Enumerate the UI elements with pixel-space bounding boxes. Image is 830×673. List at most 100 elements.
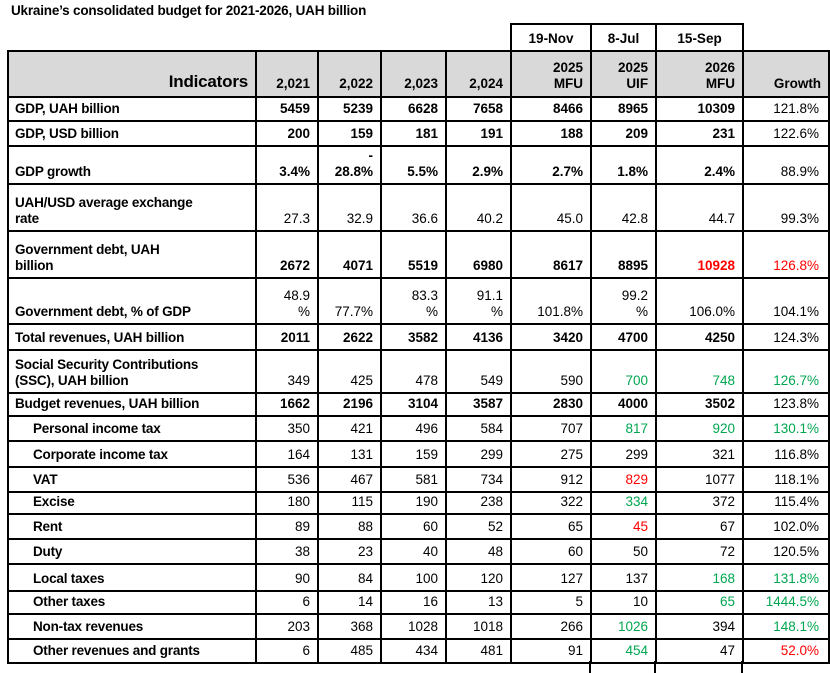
value-cell: 99.2 % <box>590 277 658 325</box>
value-cell: 581 <box>380 466 447 493</box>
column-header-2026-mfu: 2026 MFU <box>655 50 745 98</box>
value-cell: 350 <box>255 415 319 442</box>
value-cell: 1026 <box>590 613 658 640</box>
value-cell: 168 <box>655 563 745 592</box>
value-cell: 159 <box>317 120 382 147</box>
value-cell: 47 <box>655 638 745 664</box>
value-cell: 299 <box>444 440 513 468</box>
table-row: Budget revenues, UAH billion 1662 2196 3104… <box>7 392 830 417</box>
value-cell: 40 <box>380 538 447 565</box>
value-cell: 584 <box>444 415 513 442</box>
growth-cell: 52.0% <box>742 638 830 664</box>
value-cell: 321 <box>655 440 745 468</box>
column-header-2021: 2,021 <box>255 50 319 98</box>
value-cell: 101.8% <box>510 277 593 325</box>
value-cell: 36.6 <box>380 183 447 232</box>
value-cell: 7658 <box>444 96 513 122</box>
value-cell: 275 <box>510 440 593 468</box>
value-cell: 1662 <box>255 392 319 417</box>
row-label: Other taxes <box>7 590 257 615</box>
row-label: Duty <box>7 538 257 565</box>
value-cell: 6628 <box>380 96 447 122</box>
table-row: Duty 38 23 40 48 60 50 72 120.5% <box>7 538 830 565</box>
value-cell: 100 <box>380 563 447 592</box>
row-label: Excise <box>7 491 257 515</box>
value-cell: 65 <box>510 513 593 540</box>
row-label: Government debt, UAH billion <box>7 230 257 279</box>
value-cell: 10309 <box>655 96 745 122</box>
value-cell: 829 <box>590 466 658 493</box>
value-cell: 50 <box>590 538 658 565</box>
growth-cell: 130.1% <box>742 415 830 442</box>
value-cell: 127 <box>510 563 593 592</box>
value-cell: 6 <box>255 638 319 664</box>
value-cell: 2830 <box>510 392 593 417</box>
value-cell: 91 <box>510 638 593 664</box>
value-cell: 159 <box>380 440 447 468</box>
value-cell: 8617 <box>510 230 593 279</box>
table-row: Local taxes 90 84 100 120 127 137 168 131.8% <box>7 563 830 592</box>
table-row: Corporate income tax 164 131 159 299 275 299 32… <box>7 440 830 468</box>
table-row: Rent 89 88 60 52 65 45 67 102.0% <box>7 513 830 540</box>
value-cell: 4700 <box>590 323 658 351</box>
column-header-2023: 2,023 <box>380 50 447 98</box>
value-cell: 3502 <box>655 392 745 417</box>
value-cell: 425 <box>317 349 382 394</box>
column-header-2024: 2,024 <box>444 50 513 98</box>
value-cell: 88 <box>317 513 382 540</box>
value-cell: 89 <box>255 513 319 540</box>
growth-cell: 126.7% <box>742 349 830 394</box>
value-cell: 3.4% <box>255 145 319 185</box>
value-cell: 13 <box>444 590 513 615</box>
value-cell: 549 <box>444 349 513 394</box>
value-cell: 38 <box>255 538 319 565</box>
value-cell: 191 <box>444 120 513 147</box>
value-cell: 190 <box>380 491 447 515</box>
value-cell: 920 <box>655 415 745 442</box>
column-header-2025-mfu: 2025 MFU <box>510 50 593 98</box>
value-cell: 84 <box>317 563 382 592</box>
table-row: Non-tax revenues 203 368 1028 1018 266 1026 394… <box>7 613 830 640</box>
value-cell: 60 <box>380 513 447 540</box>
table-header-row: Indicators 2,021 2,022 2,023 2,024 2025 … <box>7 50 830 98</box>
value-cell: 912 <box>510 466 593 493</box>
row-label: GDP growth <box>7 145 257 185</box>
row-label: Total revenues, UAH billion <box>7 323 257 351</box>
growth-cell: 115.4% <box>742 491 830 515</box>
value-cell: 200 <box>255 120 319 147</box>
value-cell: 8466 <box>510 96 593 122</box>
value-cell: 83.3 % <box>380 277 447 325</box>
row-label: Social Security Contributions (SSC), UAH… <box>7 349 257 394</box>
value-cell: 266 <box>510 613 593 640</box>
value-cell: 700 <box>590 349 658 394</box>
value-cell: 2622 <box>317 323 382 351</box>
value-cell: 1018 <box>444 613 513 640</box>
value-cell: 77.7% <box>317 277 382 325</box>
value-cell: 368 <box>317 613 382 640</box>
value-cell: 2011 <box>255 323 319 351</box>
value-cell: 485 <box>317 638 382 664</box>
growth-cell: 102.0% <box>742 513 830 540</box>
value-cell: 6 <box>255 590 319 615</box>
table-continuation-line <box>654 661 656 673</box>
value-cell: 4071 <box>317 230 382 279</box>
value-cell: 2.7% <box>510 145 593 185</box>
dates-row-spacer-right <box>743 24 829 51</box>
value-cell: 6980 <box>444 230 513 279</box>
value-cell: 5519 <box>380 230 447 279</box>
value-cell: 748 <box>655 349 745 394</box>
value-cell: 14 <box>317 590 382 615</box>
value-cell: 16 <box>380 590 447 615</box>
forecast-date-mfu-2026: 15-Sep <box>655 23 745 52</box>
value-cell: 27.3 <box>255 183 319 232</box>
value-cell: 5459 <box>255 96 319 122</box>
value-cell: - 28.8% <box>317 145 382 185</box>
value-cell: 120 <box>444 563 513 592</box>
table-continuation-line <box>741 661 743 673</box>
value-cell: 44.7 <box>655 183 745 232</box>
growth-cell: 116.8% <box>742 440 830 468</box>
column-header-indicators: Indicators <box>7 50 257 98</box>
forecast-date-uif-2025: 8-Jul <box>590 23 658 52</box>
row-label: Rent <box>7 513 257 540</box>
